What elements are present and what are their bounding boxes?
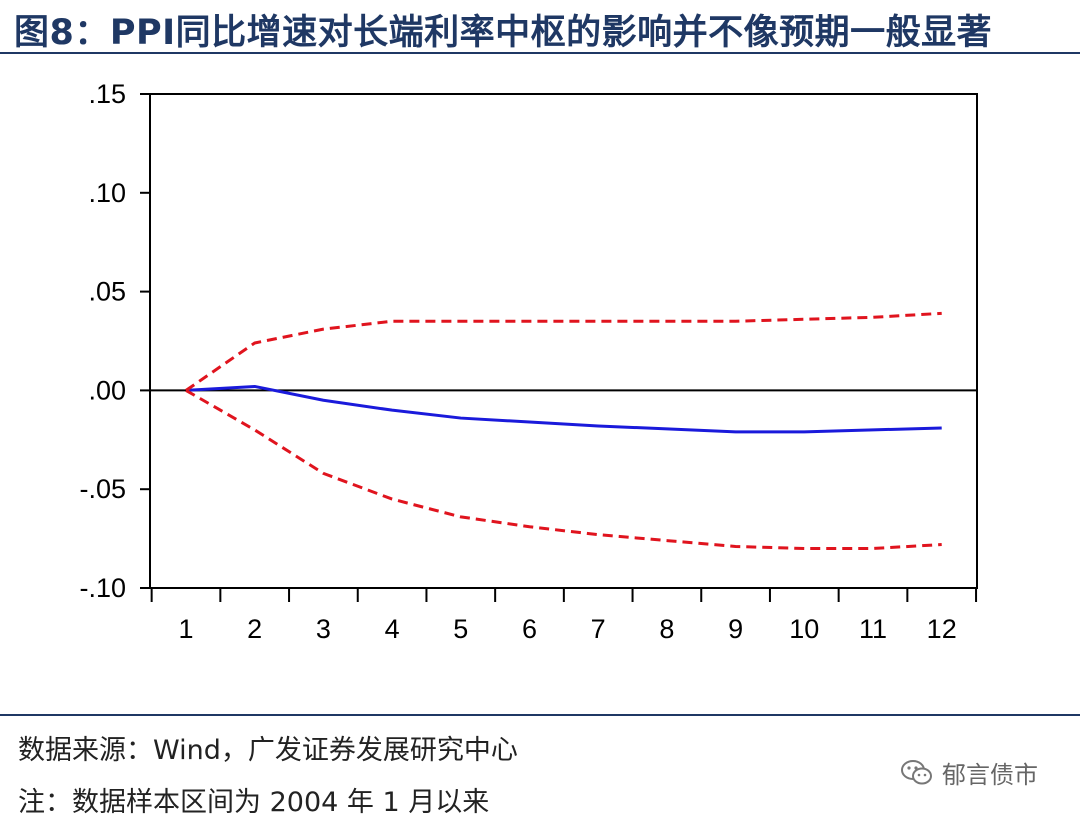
footer-divider: [0, 714, 1080, 716]
watermark-text: 郁言债市: [942, 761, 1038, 789]
lower-band-line: [185, 389, 942, 550]
y-tick-label: -.05: [79, 474, 126, 504]
x-tick-label: 10: [789, 614, 819, 644]
x-tick-label: 12: [927, 614, 957, 644]
y-tick-label: .00: [88, 375, 126, 405]
title-divider: [0, 52, 1080, 54]
x-tick-label: 4: [385, 614, 400, 644]
y-axis: .15 .10 .05 .00 -.05 -.10: [79, 79, 150, 603]
x-tick-label: 8: [659, 614, 674, 644]
x-axis: 1 2 3 4 5 6 7 8 9 10 11 12: [150, 588, 978, 644]
watermark: 郁言债市: [900, 755, 1038, 790]
plot-frame: [149, 93, 978, 589]
x-tick-label: 1: [178, 614, 193, 644]
y-tick-label: .10: [88, 178, 126, 208]
y-tick-label: -.10: [79, 573, 126, 603]
chart-title: 图8：PPI同比增速对长端利率中枢的影响并不像预期一般显著: [14, 13, 993, 53]
series-layer: [185, 311, 942, 550]
x-tick-label: 3: [316, 614, 331, 644]
x-tick-label: 7: [591, 614, 606, 644]
chart-area: .15.10.05.00 -.05 -.10 1 2 3 4 5 6 7 8 9 10 11 12: [0, 60, 1080, 704]
x-tick-label: 9: [728, 614, 743, 644]
wechat-icon: [901, 759, 932, 784]
source-text: 数据来源：Wind，广发证券发展研究中心: [18, 735, 518, 766]
x-tick-label: 11: [859, 614, 887, 644]
irf-line-chart: .15.10.05.00-.05-.10 1 2 3 4 5 6 7 8 9 10 11 12: [79, 79, 978, 644]
upper-band-line: [185, 311, 942, 392]
y-tick-label: .15: [88, 79, 126, 109]
note-text: 注：数据样本区间为 2004 年 1 月以来: [18, 787, 490, 818]
x-tick-label: 2: [247, 614, 262, 644]
x-tick-label: 5: [453, 614, 468, 644]
y-tick-label: .05: [88, 277, 126, 307]
response-line: [185, 384, 942, 434]
x-tick-label: 6: [522, 614, 537, 644]
